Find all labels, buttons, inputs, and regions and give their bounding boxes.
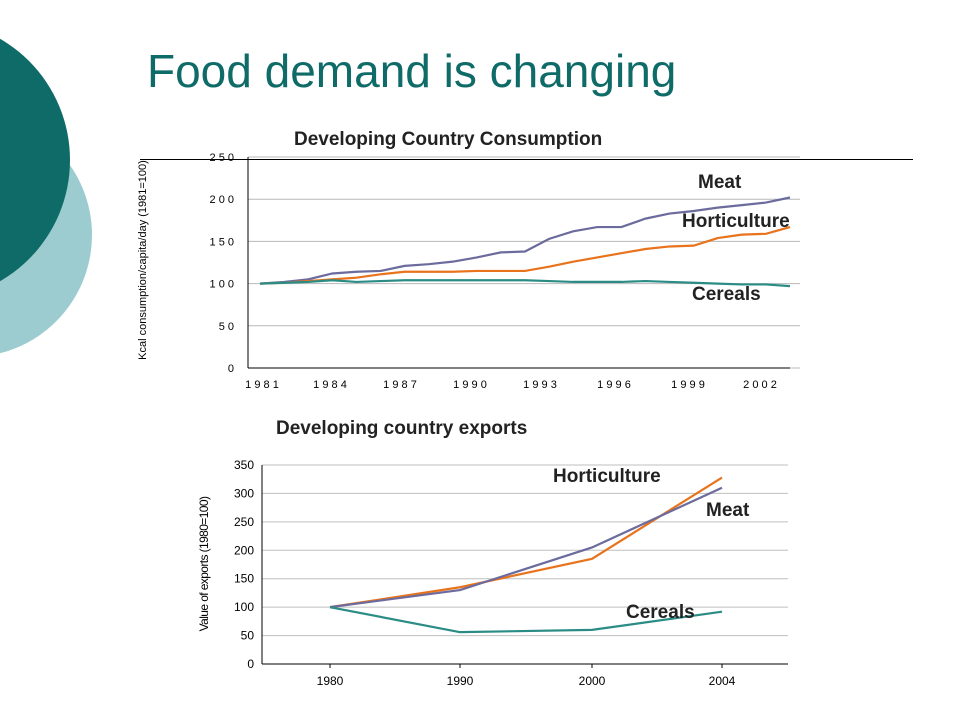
series-line-horticulture bbox=[329, 476, 723, 609]
y-tick-label: 150 bbox=[234, 572, 254, 586]
x-tick-label: 1 9 9 0 bbox=[453, 379, 487, 391]
y-tick-label: 0 bbox=[247, 657, 254, 671]
title-divider bbox=[140, 159, 913, 160]
x-tick-label: 2000 bbox=[579, 674, 606, 688]
series-line-horticulture bbox=[259, 225, 791, 285]
series-line-cereals bbox=[259, 279, 791, 288]
y-axis-label: Value of exports (1980=100) bbox=[197, 496, 211, 631]
series-label-horticulture: Horticulture bbox=[682, 211, 790, 232]
x-tick-label: 1 9 9 6 bbox=[597, 379, 631, 391]
x-tick-label: 1 9 9 3 bbox=[523, 379, 557, 391]
y-tick-label: 1 5 0 bbox=[210, 236, 234, 248]
x-tick-label: 1 9 8 7 bbox=[383, 379, 417, 391]
series-label-cereals: Cereals bbox=[626, 602, 695, 623]
series-line-meat bbox=[329, 486, 723, 609]
y-tick-label: 200 bbox=[234, 543, 254, 557]
x-tick-label: 1 9 8 4 bbox=[313, 379, 347, 391]
series-label-horticulture: Horticulture bbox=[553, 466, 661, 487]
y-tick-label: 2 0 0 bbox=[210, 194, 234, 206]
y-tick-label: 1 0 0 bbox=[210, 279, 234, 291]
decorative-circles bbox=[0, 38, 92, 354]
series-label-meat: Meat bbox=[698, 172, 742, 193]
chart2-title: Developing country exports bbox=[276, 418, 528, 439]
x-tick-label: 2 0 0 2 bbox=[743, 379, 777, 391]
y-tick-label: 2 5 0 bbox=[210, 152, 234, 164]
y-tick-label: 250 bbox=[234, 515, 254, 529]
series-line-meat bbox=[259, 196, 791, 285]
series-label-meat: Meat bbox=[706, 500, 750, 521]
chart1-title: Developing Country Consumption bbox=[294, 129, 603, 150]
series-line-cereals bbox=[329, 606, 723, 634]
x-tick-label: 1 9 9 9 bbox=[671, 379, 705, 391]
x-tick-label: 2004 bbox=[709, 674, 736, 688]
x-tick-label: 1990 bbox=[447, 674, 474, 688]
y-tick-label: 5 0 bbox=[219, 321, 234, 333]
y-tick-label: 50 bbox=[241, 629, 255, 643]
dark-teal-circle bbox=[0, 38, 70, 282]
series-label-cereals: Cereals bbox=[692, 284, 761, 305]
y-axis-label: Kcal consumption/capita/day (1981=100) bbox=[137, 160, 149, 360]
x-tick-label: 1 9 8 1 bbox=[245, 379, 279, 391]
x-tick-label: 1980 bbox=[317, 674, 344, 688]
y-tick-label: 100 bbox=[234, 600, 254, 614]
y-tick-label: 0 bbox=[228, 363, 234, 375]
y-tick-label: 300 bbox=[234, 486, 254, 500]
y-tick-label: 350 bbox=[234, 458, 254, 472]
slide-title: Food demand is changing bbox=[147, 45, 677, 97]
